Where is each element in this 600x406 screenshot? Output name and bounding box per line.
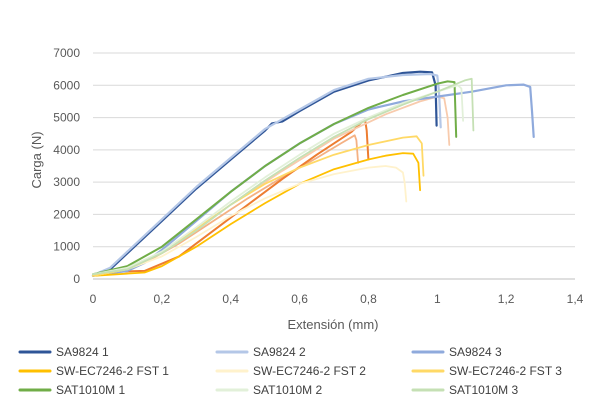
legend-label: SAT1010M 2	[253, 383, 322, 397]
x-tick-label: 0,4	[222, 292, 239, 306]
legend-label: SA9824 2	[253, 345, 306, 359]
y-tick-label: 2000	[53, 207, 80, 221]
y-axis-ticks: 0 1000 2000 3000 4000 5000 6000 7000	[53, 46, 80, 286]
y-tick-label: 6000	[53, 78, 80, 92]
series-line-sat1010m-1	[92, 80, 458, 276]
legend-label: SW-EC7246-2 FST 3	[449, 364, 562, 378]
legend-label: SA9824 1	[56, 345, 109, 359]
series-lines	[91, 70, 535, 277]
x-tick-label: 0	[90, 292, 97, 306]
x-tick-label: 0,6	[291, 292, 308, 306]
series-line-sw-ec7246-2-fst-1	[92, 152, 422, 277]
y-tick-label: 3000	[53, 175, 80, 189]
x-tick-label: 0,8	[360, 292, 377, 306]
series-line-sat1010m-3	[92, 77, 475, 276]
unlabeled-series-line-3	[229, 95, 451, 206]
y-tick-label: 1000	[53, 240, 80, 254]
series-line-sa9824-2	[91, 72, 442, 277]
y-tick-label: 5000	[53, 111, 80, 125]
series-line-sw-ec7246-2-fst-3	[92, 135, 425, 277]
legend-label: SAT1010M 3	[449, 383, 518, 397]
legend: SA9824 1 SA9824 2 SA9824 3 SW-EC7246-2 FST …	[18, 345, 562, 397]
legend-label: SW-EC7246-2 FST 1	[56, 364, 169, 378]
legend-label: SA9824 3	[449, 345, 502, 359]
y-tick-label: 0	[73, 272, 80, 286]
series-line-sw-ec7246-2-fst-2	[92, 165, 408, 277]
legend-label: SW-EC7246-2 FST 2	[253, 364, 366, 378]
y-axis-title: Carga (N)	[29, 131, 44, 188]
x-tick-label: 1,4	[567, 292, 584, 306]
legend-label: SAT1010M 1	[56, 383, 125, 397]
x-tick-label: 0,2	[154, 292, 171, 306]
x-axis-ticks: 0 0,2 0,4 0,6 0,8 1 1,2 1,4	[90, 292, 584, 306]
x-tick-label: 1,2	[498, 292, 515, 306]
x-axis-title: Extensión (mm)	[287, 317, 378, 332]
x-tick-label: 1	[434, 292, 441, 306]
y-tick-label: 7000	[53, 46, 80, 60]
series-line-sa9824-1	[91, 70, 438, 277]
series-line-sat1010m-2	[92, 84, 465, 276]
y-tick-label: 4000	[53, 143, 80, 157]
